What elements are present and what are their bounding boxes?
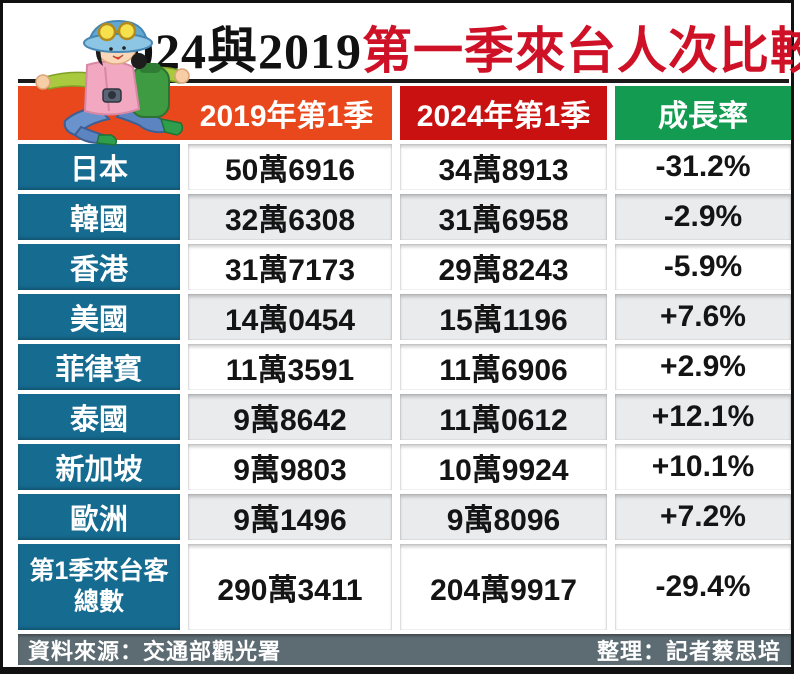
title-subject: 第一季來台人次比較 (362, 23, 800, 79)
row-label: 韓國 (18, 194, 180, 240)
growth-rate: +10.1% (615, 444, 791, 490)
row-label: 第1季來台客總數 (18, 544, 180, 630)
value-2019: 31萬7173 (188, 244, 392, 290)
value-2024: 34萬8913 (400, 144, 607, 190)
value-2019: 290萬3411 (188, 544, 392, 630)
growth-rate: +7.2% (615, 494, 791, 540)
row-label: 美國 (18, 294, 180, 340)
value-2024: 11萬6906 (400, 344, 607, 390)
row-label: 日本 (18, 144, 180, 190)
row-label: 泰國 (18, 394, 180, 440)
value-2019: 11萬3591 (188, 344, 392, 390)
value-2019: 9萬8642 (188, 394, 392, 440)
value-2024: 31萬6958 (400, 194, 607, 240)
footer-bar: 資料來源：交通部觀光署 整理：記者蔡思培 (18, 634, 791, 665)
value-2019: 32萬6308 (188, 194, 392, 240)
value-2024: 10萬9924 (400, 444, 607, 490)
value-2024: 11萬0612 (400, 394, 607, 440)
title-row: 2024與2019第一季來台人次比較 (3, 3, 800, 79)
row-label: 菲律賓 (18, 344, 180, 390)
value-2019: 9萬1496 (188, 494, 392, 540)
growth-rate: -31.2% (615, 144, 791, 190)
row-label: 新加坡 (18, 444, 180, 490)
title-underline (18, 79, 789, 83)
data-source: 資料來源：交通部觀光署 (28, 638, 282, 664)
value-2024: 29萬8243 (400, 244, 607, 290)
header-growth-rate: 成長率 (615, 86, 791, 140)
growth-rate: +7.6% (615, 294, 791, 340)
row-label: 歐洲 (18, 494, 180, 540)
data-table: 日本 50萬6916 34萬8913 -31.2% 韓國 32萬6308 31萬… (18, 144, 791, 630)
value-2024: 15萬1196 (400, 294, 607, 340)
value-2024: 204萬9917 (400, 544, 607, 630)
growth-rate: +2.9% (615, 344, 791, 390)
growth-rate: -29.4% (615, 544, 791, 630)
traveler-illustration (35, 19, 190, 146)
value-2019: 14萬0454 (188, 294, 392, 340)
row-label: 香港 (18, 244, 180, 290)
credit: 整理：記者蔡思培 (596, 638, 781, 664)
value-2019: 9萬9803 (188, 444, 392, 490)
value-2024: 9萬8096 (400, 494, 607, 540)
growth-rate: -5.9% (615, 244, 791, 290)
header-2024-q1: 2024年第1季 (400, 86, 607, 140)
growth-rate: -2.9% (615, 194, 791, 240)
page-title: 2024與2019第一季來台人次比較 (103, 11, 800, 83)
growth-rate: +12.1% (615, 394, 791, 440)
value-2019: 50萬6916 (188, 144, 392, 190)
